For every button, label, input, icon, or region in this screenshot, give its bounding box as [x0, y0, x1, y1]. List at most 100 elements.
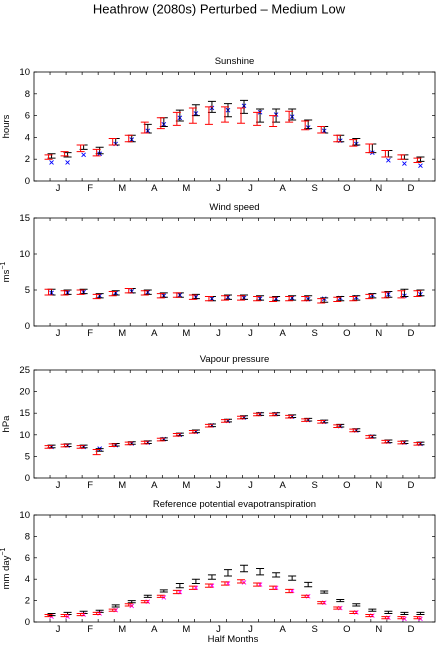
y-tick-label: 6 — [25, 111, 30, 122]
errorbar-generated — [127, 600, 136, 604]
x-tick-label: S — [312, 480, 318, 491]
errorbar-perturbed — [92, 148, 101, 157]
errorbar-perturbed — [156, 594, 165, 598]
y-tick-label: 8 — [25, 89, 30, 100]
errorbar-perturbed — [333, 424, 342, 428]
errorbar-perturbed — [237, 415, 246, 420]
axes-frame — [33, 514, 436, 623]
errorbar-perturbed — [237, 579, 246, 584]
errorbar-perturbed — [156, 117, 165, 130]
errorbar-perturbed — [253, 412, 262, 417]
errorbar-perturbed — [76, 612, 85, 617]
data-point — [241, 580, 247, 585]
y-axis-label: mm day−1 — [0, 548, 12, 590]
errorbar-perturbed — [365, 293, 374, 300]
x-tick-label: M — [118, 183, 126, 194]
x-tick-label: A — [151, 480, 158, 491]
errorbar-perturbed — [44, 154, 53, 160]
errorbar-perturbed — [349, 610, 358, 614]
axes-frame — [33, 71, 436, 182]
x-tick-label: M — [182, 183, 190, 194]
chart-panel-4: Reference potential evapotranspiration 0 2… — [0, 499, 436, 635]
x-tick-label: J — [248, 480, 253, 491]
errorbar-perturbed — [269, 115, 278, 127]
y-tick-label: 25 — [19, 365, 30, 376]
errorbar-generated — [191, 578, 200, 584]
x-tick-label: S — [312, 624, 318, 635]
errorbar-perturbed — [172, 433, 181, 437]
errorbar-perturbed — [44, 445, 53, 449]
errorbar-perturbed — [333, 134, 342, 143]
errorbar-generated — [336, 599, 345, 603]
errorbar-perturbed — [60, 443, 69, 448]
y-axis-label: hPa — [1, 415, 12, 433]
errorbar-perturbed — [124, 441, 133, 446]
panel-title: Sunshine — [215, 56, 255, 67]
errorbar-perturbed — [140, 121, 149, 134]
errorbar-perturbed — [60, 614, 69, 618]
errorbar-perturbed — [108, 290, 117, 297]
x-tick-label: F — [87, 624, 93, 635]
errorbar-perturbed — [349, 428, 358, 433]
errorbar-perturbed — [44, 288, 53, 296]
data-point — [386, 157, 391, 163]
errorbar-perturbed — [188, 429, 197, 434]
x-tick-label: O — [343, 624, 350, 635]
errorbar-perturbed — [285, 588, 294, 594]
errorbar-perturbed — [76, 445, 85, 449]
x-tick-label: A — [151, 624, 158, 635]
y-tick-label: 5 — [25, 451, 30, 462]
y-tick-label: 10 — [19, 510, 30, 521]
errorbar-perturbed — [365, 614, 374, 618]
x-tick-label: A — [279, 624, 286, 635]
errorbar-perturbed — [333, 606, 342, 610]
y-tick-label: 0 — [25, 176, 30, 187]
x-tick-label: F — [87, 183, 93, 194]
x-tick-label: M — [182, 328, 190, 339]
errorbar-generated — [111, 604, 120, 608]
x-tick-label: M — [118, 624, 126, 635]
x-tick-label: J — [216, 328, 221, 339]
x-tick-label: M — [182, 624, 190, 635]
errorbar-perturbed — [413, 616, 422, 620]
errorbar-perturbed — [349, 139, 358, 147]
errorbar-perturbed — [220, 106, 229, 123]
panel-title: Vapour pressure — [200, 354, 270, 365]
errorbar-perturbed — [397, 440, 406, 445]
errorbar-generated — [416, 611, 425, 616]
errorbar-perturbed — [140, 600, 149, 604]
errorbar-perturbed — [381, 291, 390, 299]
x-tick-label: M — [118, 328, 126, 339]
y-tick-label: 20 — [19, 387, 30, 398]
errorbar-perturbed — [60, 151, 69, 157]
errorbar-generated — [368, 608, 377, 612]
x-tick-label: O — [343, 480, 350, 491]
errorbar-generated — [207, 574, 216, 580]
x-tick-label: J — [216, 183, 221, 194]
y-tick-label: 0 — [25, 473, 30, 484]
y-tick-label: 15 — [19, 213, 30, 224]
errorbar-perturbed — [108, 443, 117, 447]
errorbar-perturbed — [204, 583, 213, 588]
x-tick-label: D — [408, 328, 415, 339]
x-tick-label: J — [248, 624, 253, 635]
errorbar-perturbed — [317, 420, 326, 424]
errorbar-generated — [175, 582, 184, 589]
chart-panel-2: Wind speed 0 5 10 15 J F M A M J J A S O N Dms−1 — [0, 202, 436, 339]
errorbar-generated — [159, 589, 168, 593]
errorbar-perturbed — [269, 585, 278, 590]
errorbar-perturbed — [285, 295, 294, 302]
errorbar-perturbed — [60, 290, 69, 296]
x-tick-label: D — [408, 624, 415, 635]
errorbar-perturbed — [301, 594, 310, 598]
errorbar-perturbed — [172, 589, 181, 595]
y-tick-label: 4 — [25, 132, 30, 143]
x-tick-label: M — [182, 480, 190, 491]
x-tick-label: J — [216, 480, 221, 491]
errorbar-perturbed — [124, 134, 133, 143]
x-tick-label: J — [248, 183, 253, 194]
x-tick-label: D — [408, 480, 415, 491]
errorbar-perturbed — [349, 295, 358, 302]
x-tick-label: A — [279, 480, 286, 491]
